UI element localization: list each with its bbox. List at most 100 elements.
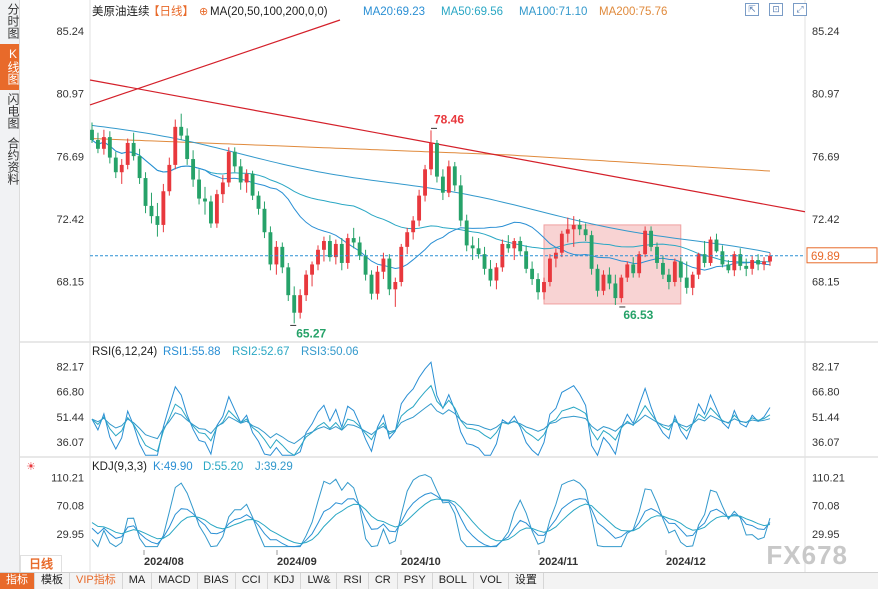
candle-body [131,142,136,157]
ma100-value: MA100:71.10 [519,6,587,18]
y-tick-label-left: 72.42 [56,214,84,226]
tab-vip[interactable]: VIP指标 [70,573,123,589]
candle-body [637,254,642,274]
candle-body [518,241,523,252]
rsi-y-tick-left: 66.80 [56,387,84,399]
tab-boll[interactable]: BOLL [433,573,474,589]
x-tick-label: 2024/09 [277,556,317,568]
candle-body [304,274,309,296]
tab-cci[interactable]: CCI [236,573,268,589]
candle-body [363,255,368,275]
kdj-j-value: J:39.29 [255,461,293,473]
candle-body [327,241,332,258]
candle-body [298,295,303,313]
candle-body [435,142,439,177]
candle-body [173,126,178,165]
candle-body [458,185,463,221]
candle-body [726,264,731,271]
current-price-box [806,247,878,264]
tab-kdj[interactable]: KDJ [268,573,302,589]
kdj-j-line [91,474,771,548]
kdj-y-tick-right: 70.08 [812,501,840,513]
candle-body [714,239,719,252]
fit-icon[interactable]: ⊡ [769,3,783,16]
candle-body [696,254,701,275]
ma100-line [91,124,771,254]
tab-bias[interactable]: BIAS [198,573,236,589]
candle-body [214,194,219,224]
sidebar-tab-intraday[interactable]: 分时图 [6,3,20,39]
x-tick-label: 2024/12 [666,556,706,568]
y-tick-label-right: 80.97 [812,89,840,101]
period-button[interactable]: 日线 [20,555,63,573]
y-tick-label-left: 76.69 [56,151,84,163]
high-label: 78.46 [434,112,464,126]
candle-body [387,258,392,290]
add-icon: ⊕ [199,6,208,18]
kdj-title: KDJ(9,3,3) [92,461,147,473]
candle-body [375,271,380,294]
candle-body [524,251,529,269]
tab-indicators[interactable]: 指标 [0,573,35,589]
candle-body [161,191,166,225]
candle-body [179,126,184,136]
rsi3-value: RSI3:50.06 [301,346,359,358]
candle-body [167,164,172,192]
rsi-y-tick-right: 51.44 [812,412,840,424]
candle-body [476,248,481,255]
expand-icon[interactable]: ⇱ [745,3,759,16]
candle-body [613,283,618,299]
low-label: 66.53 [623,308,653,322]
candle-body [268,232,273,265]
ma20-value: MA20:69.23 [363,6,425,18]
candle-body [625,264,630,278]
fullscreen-icon[interactable]: ⤢ [793,3,807,16]
candle-body [666,274,671,282]
candle-body [345,238,350,263]
tab-vol[interactable]: VOL [474,573,509,589]
candle-body [429,142,433,170]
sidebar-tab-kline[interactable]: K线图 [0,44,20,90]
tab-rsi[interactable]: RSI [337,573,369,589]
candle-body [583,229,588,236]
candle-body [565,229,570,234]
candle-body [589,235,594,269]
candle-body [185,135,190,160]
x-tick-label: 2024/10 [401,556,441,568]
candle-body [244,173,249,183]
tab-macd[interactable]: MACD [152,573,198,589]
candle-body [155,216,160,225]
sidebar-tab-contract[interactable]: 合约资料 [6,137,20,185]
candle-body [238,166,243,183]
candle-body [125,142,130,165]
candle-body [607,274,612,284]
rsi-y-tick-left: 51.44 [56,412,84,424]
candle-body [678,261,683,278]
tab-cr[interactable]: CR [369,573,398,589]
kdj-y-tick-left: 110.21 [51,472,84,484]
tab-lw[interactable]: LW& [301,573,338,589]
y-tick-label-right: 68.15 [812,276,840,288]
candle-body [203,198,207,202]
candle-body [417,195,422,221]
candle-body [494,267,499,281]
ma50-value: MA50:69.56 [441,6,503,18]
rsi-y-tick-right: 36.07 [812,437,840,449]
kdj-k-value: K:49.90 [153,461,193,473]
candle-body [690,274,695,288]
candle-body [440,176,445,193]
tab-ma[interactable]: MA [123,573,153,589]
tab-template[interactable]: 模板 [35,573,70,589]
candle-body [292,295,297,313]
candle-body [643,230,648,255]
tab-settings[interactable]: 设置 [509,573,544,589]
candle-body [595,268,600,291]
candle-body [762,261,766,265]
candle-body [470,245,475,249]
low-label: 65.27 [296,326,326,340]
sidebar-tab-flash[interactable]: 闪电图 [6,93,20,129]
rsi3-line [91,403,771,445]
candle-body [381,258,386,272]
tab-psy[interactable]: PSY [398,573,433,589]
